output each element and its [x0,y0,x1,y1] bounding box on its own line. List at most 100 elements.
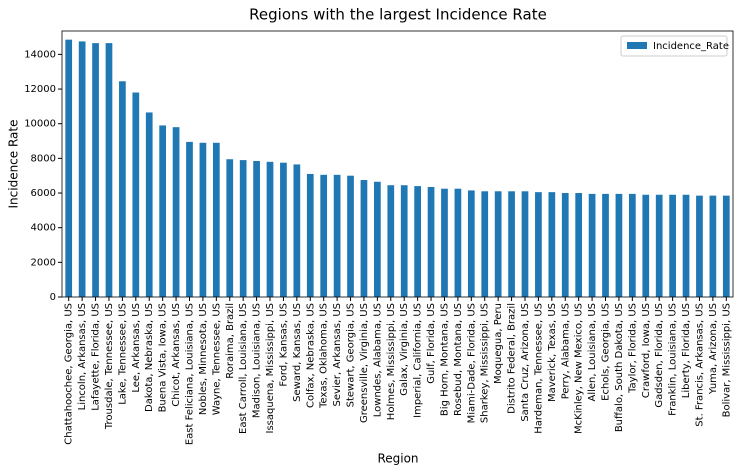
x-tick-label: Gadsden, Florida, US [654,303,665,408]
bar [722,195,730,297]
bar [655,194,663,297]
y-axis-label: Incidence Rate [7,120,21,209]
bar [333,174,341,297]
bar [306,173,314,297]
bar [145,112,153,297]
x-tick-label: Roraima, Brazil [225,303,236,379]
x-tick-label: Issaquena, Mississippi, US [265,303,276,433]
x-tick-label: Franklin, Louisiana, US [668,303,679,416]
bar [360,180,368,297]
x-tick-label: St. Francis, Arkansas, US [694,303,705,427]
bar [682,194,690,297]
bar [561,193,569,297]
y-tick-label: 4000 [31,223,56,234]
x-tick-label: Hardeman, Tennessee, US [533,303,544,434]
bar [347,175,354,297]
bar [105,43,113,297]
bar [494,191,502,297]
x-tick-label: Sharkey, Mississippi, US [480,303,491,423]
x-tick-label: Ford, Kansas, US [278,303,289,387]
bar [78,41,86,297]
x-tick-label: Perry, Alabama, US [560,303,571,399]
x-tick-label: Lake, Tennessee, US [117,303,128,405]
x-tick-label: Moquegua, Peru [493,303,504,384]
bar [239,160,247,297]
bar [575,193,583,297]
x-tick-label: Buena Vista, Iowa, US [158,303,169,412]
x-tick-label: Greensville, Virginia, US [359,303,370,423]
x-tick-label: East Feliciana, Louisiana, US [184,303,195,445]
bar [132,92,140,297]
x-tick-label: Taylor, Florida, US [627,303,638,394]
bar [454,188,462,297]
x-tick-label: Big Horn, Montana, US [439,303,450,416]
x-tick-label: East Carroll, Louisiana, US [238,303,249,434]
bar [253,160,260,297]
x-tick-label: Maverick, Texas, US [547,303,558,402]
x-axis-label: Region [377,452,418,466]
bar [159,125,167,297]
x-tick-label: Sevier, Arkansas, US [332,303,343,406]
plot-frame [61,30,734,298]
bar [709,195,717,297]
bar [628,193,636,297]
y-tick-label: 10000 [24,119,56,130]
y-tick-label: 8000 [31,153,56,164]
y-tick-label: 2000 [31,257,56,268]
bar [521,191,529,297]
x-tick-label: Colfax, Nebraska, US [305,303,316,408]
x-tick-label: Holmes, Mississippi, US [386,303,397,420]
x-tick-label: Miami-Dade, Florida, US [466,303,477,423]
x-tick-label: McKinley, New Mexico, US [574,303,585,434]
x-tick-label: Trousdale, Tennessee, US [104,303,115,430]
x-tick-label: Lee, Arkansas, US [131,303,142,393]
bar [467,190,475,297]
bar [508,191,515,297]
x-tick-label: Madison, Louisiana, US [252,303,263,418]
bar [602,193,609,297]
x-tick-label: Buffalo, South Dakota, US [614,303,625,432]
bar [119,81,126,297]
x-tick-label: Galax, Virginia, US [399,303,410,396]
bar [374,181,381,297]
x-tick-label: Nobles, Minnesota, US [198,303,209,415]
bar [535,192,542,297]
bar [212,142,220,297]
x-tick-label: Santa Cruz, Arizona, US [520,303,531,422]
bar [199,142,207,297]
bar [642,194,650,297]
bar [414,186,421,297]
x-tick-label: Texas, Oklahoma, US [319,303,330,409]
x-tick-label: Allen, Louisiana, US [587,303,598,401]
x-tick-label: Bolivar, Mississippi, US [721,303,732,417]
bar [280,162,287,297]
y-tick-label: 6000 [31,188,56,199]
x-tick-label: Lowndes, Alabama, US [372,303,383,417]
x-tick-label: Lincoln, Arkansas, US [77,303,88,410]
bar [226,159,234,297]
x-tick-label: Wayne, Tennessee, US [211,303,222,415]
chart-title: Regions with the largest Incidence Rate [249,6,547,24]
x-tick-label: Dakota, Nebraska, US [144,303,155,412]
y-tick-label: 0 [50,292,56,303]
x-tick-label: Gulf, Florida, US [426,303,437,384]
y-tick-label: 14000 [24,49,56,60]
bar [186,141,193,297]
x-tick-label: Imperial, California, US [413,303,424,418]
bar [92,43,99,297]
bar [320,174,328,297]
bar [615,193,623,297]
x-tick-label: Liberty, Florida, US [681,303,692,398]
x-tick-label: Chicot, Arkansas, US [171,303,182,407]
x-tick-label: Stewart, Georgia, US [346,303,357,407]
bar [266,161,274,297]
bar [400,185,408,297]
x-tick-label: Crawford, Iowa, US [641,303,652,398]
bar [293,164,301,297]
bar [387,185,395,297]
x-tick-label: Rosebud, Montana, US [453,303,464,416]
x-tick-label: Yuma, Arizona, US [708,303,719,395]
bar [588,193,596,297]
legend-swatch [627,42,647,49]
